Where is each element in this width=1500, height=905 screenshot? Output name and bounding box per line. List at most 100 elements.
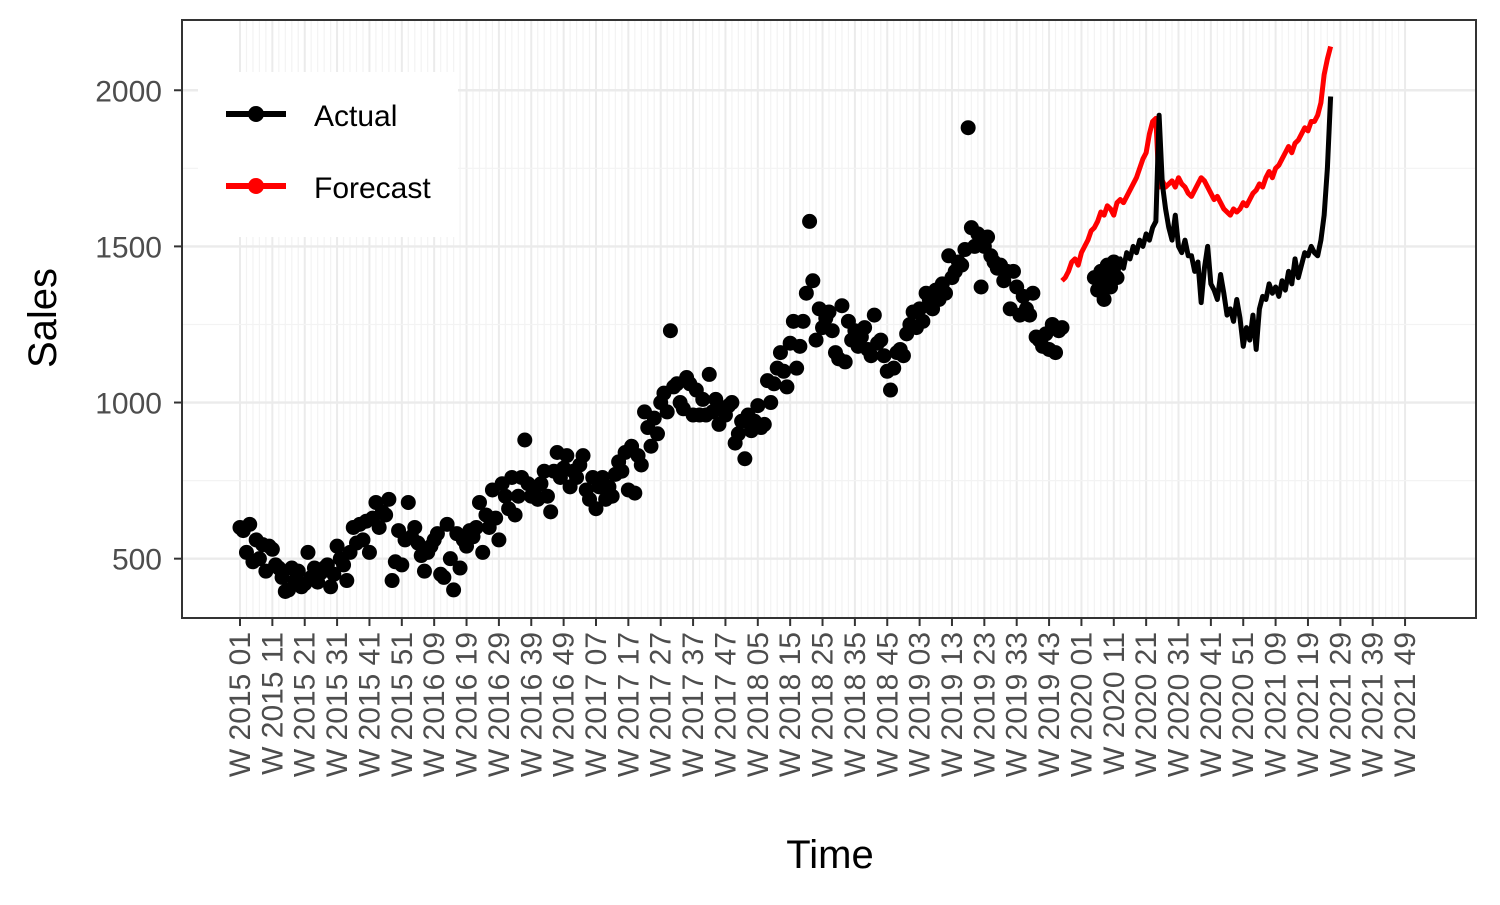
- actual-point: [384, 573, 400, 589]
- x-tick-label: W 2021 29: [1324, 632, 1357, 777]
- x-tick-label: W 2016 39: [515, 632, 548, 777]
- actual-point: [242, 516, 258, 532]
- actual-point: [497, 488, 513, 504]
- actual-point: [960, 120, 976, 136]
- x-tick-label: W 2018 45: [871, 632, 904, 777]
- actual-point: [695, 391, 711, 407]
- y-tick-label: 1000: [95, 388, 162, 421]
- actual-point: [662, 323, 678, 339]
- legend-key-dot-forecast: [248, 178, 264, 194]
- x-tick-label: W 2015 21: [289, 632, 322, 777]
- x-tick-label: W 2021 19: [1292, 632, 1325, 777]
- actual-point: [973, 279, 989, 295]
- actual-point: [355, 532, 371, 548]
- actual-point: [980, 229, 996, 245]
- x-tick-label: W 2021 39: [1357, 632, 1390, 777]
- actual-point: [737, 451, 753, 467]
- x-tick-label: W 2020 31: [1163, 632, 1196, 777]
- actual-point: [442, 551, 458, 567]
- x-tick-label: W 2015 51: [386, 632, 419, 777]
- actual-point: [329, 538, 345, 554]
- actual-point: [1005, 263, 1021, 279]
- series-layer: [232, 45, 1334, 599]
- actual-point: [792, 338, 808, 354]
- actual-point: [410, 535, 426, 551]
- actual-point: [274, 569, 290, 585]
- x-tick-label: W 2019 33: [1001, 632, 1034, 777]
- actual-point: [886, 360, 902, 376]
- actual-point: [750, 398, 766, 414]
- actual-point: [569, 469, 585, 485]
- y-tick-label: 500: [112, 544, 162, 577]
- legend-item-actual: Actual: [226, 100, 397, 133]
- x-tick-label: W 2018 35: [839, 632, 872, 777]
- actual-point: [766, 376, 782, 392]
- actual-point: [730, 426, 746, 442]
- x-tick-label: W 2015 31: [321, 632, 354, 777]
- forecast-series-line: [1060, 45, 1334, 283]
- actual-series-line: [1091, 96, 1334, 352]
- x-tick-label: W 2019 23: [968, 632, 1001, 777]
- actual-point: [876, 348, 892, 364]
- actual-point: [1106, 254, 1122, 270]
- x-tick-label: W 2017 27: [645, 632, 678, 777]
- actual-point: [507, 507, 523, 523]
- actual-point: [866, 307, 882, 323]
- actual-point: [1022, 307, 1038, 323]
- x-tick-label: W 2017 17: [612, 632, 645, 777]
- actual-point: [559, 448, 575, 464]
- actual-point: [633, 457, 649, 473]
- panel-border: [181, 19, 1477, 619]
- actual-point: [400, 494, 416, 510]
- y-tick-label: 2000: [95, 75, 162, 108]
- x-tick-label: W 2020 11: [1098, 632, 1131, 775]
- actual-point: [475, 544, 491, 560]
- actual-point: [882, 382, 898, 398]
- actual-point: [938, 285, 954, 301]
- actual-point: [378, 507, 394, 523]
- actual-point: [361, 544, 377, 560]
- actual-point: [954, 257, 970, 273]
- actual-point: [510, 488, 526, 504]
- actual-point: [863, 348, 879, 364]
- actual-point: [776, 363, 792, 379]
- actual-point: [326, 566, 342, 582]
- actual-point: [789, 360, 805, 376]
- actual-point: [533, 476, 549, 492]
- x-tick-label: W 2018 15: [774, 632, 807, 777]
- actual-point: [488, 510, 504, 526]
- actual-point: [798, 285, 814, 301]
- actual-point: [763, 395, 779, 411]
- actual-point: [429, 526, 445, 542]
- actual-point: [802, 213, 818, 229]
- actual-point: [407, 519, 423, 535]
- actual-point: [604, 488, 620, 504]
- actual-point: [1054, 320, 1070, 336]
- actual-point: [837, 354, 853, 370]
- x-tick-label: W 2021 09: [1260, 632, 1293, 777]
- actual-point: [1096, 291, 1112, 307]
- x-tick-label: W 2020 51: [1227, 632, 1260, 777]
- actual-point: [895, 348, 911, 364]
- x-tick-label: W 2016 19: [451, 632, 484, 777]
- x-tick-label: W 2018 05: [742, 632, 775, 777]
- actual-point: [381, 491, 397, 507]
- y-tick-label: 1500: [95, 231, 162, 264]
- x-tick-label: W 2015 11: [256, 632, 289, 775]
- actual-point: [834, 298, 850, 314]
- actual-point: [436, 569, 452, 585]
- legend-background: [198, 72, 458, 237]
- x-tick-label: W 2015 01: [224, 632, 257, 777]
- actual-point: [724, 395, 740, 411]
- actual-point: [416, 563, 432, 579]
- x-tick-label: W 2017 37: [677, 632, 710, 777]
- actual-point: [808, 332, 824, 348]
- actual-point: [805, 273, 821, 289]
- actual-point: [824, 323, 840, 339]
- actual-point: [756, 416, 772, 432]
- x-tick-label: W 2020 21: [1130, 632, 1163, 777]
- actual-point: [643, 438, 659, 454]
- x-tick-label: W 2021 49: [1389, 632, 1422, 777]
